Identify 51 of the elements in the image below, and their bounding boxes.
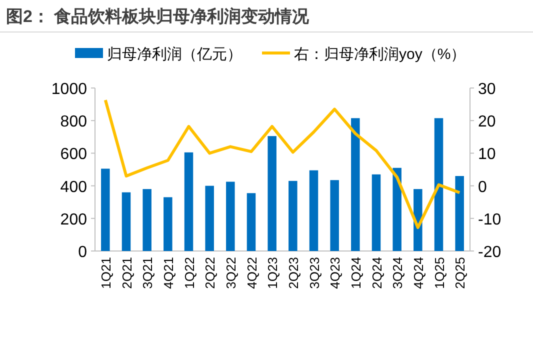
bar: [184, 152, 194, 251]
bar: [330, 180, 339, 251]
y-tick-label: 0: [78, 244, 88, 261]
y-tick-label: 800: [60, 114, 88, 131]
x-tick-label: 3Q23: [306, 257, 322, 289]
x-tick-label: 1Q22: [182, 257, 197, 289]
y2-tick-label: 20: [478, 114, 496, 131]
legend-label: 归母净利润（亿元）: [107, 46, 242, 63]
x-tick-label: 3Q24: [390, 257, 406, 289]
x-tick-label: 4Q23: [328, 257, 343, 289]
x-tick-label: 3Q22: [223, 257, 238, 289]
y-tick-label: 600: [60, 146, 88, 164]
y2-tick-label: -20: [478, 244, 502, 261]
legend-label: 右：归母净利润yoy（%）: [294, 46, 466, 63]
x-tick-label: 3Q21: [140, 257, 156, 289]
x-tick-label: 4Q22: [244, 257, 260, 289]
x-tick-label: 1Q24: [348, 257, 364, 289]
x-tick-label: 2Q24: [369, 257, 384, 289]
y2-tick-label: -10: [478, 211, 502, 228]
x-tick-label: 4Q21: [160, 257, 176, 289]
bar: [392, 168, 402, 251]
bar: [142, 189, 152, 251]
bar: [246, 193, 256, 251]
chart-title: 图2： 食品饮料板块归母净利润变动情况: [6, 7, 310, 26]
x-tick-label: 1Q21: [98, 257, 114, 289]
y-tick-label: 1000: [51, 81, 88, 98]
x-tick-label: 1Q23: [265, 257, 280, 289]
line-series: [104, 98, 462, 230]
bar: [434, 118, 444, 251]
x-tick-label: 4Q24: [410, 257, 426, 289]
y-tick-label: 400: [60, 178, 88, 196]
y2-tick-label: 30: [478, 81, 496, 98]
bar: [288, 180, 298, 251]
x-tick-label: 2Q23: [286, 257, 301, 289]
bar: [309, 170, 318, 251]
bar: [351, 118, 360, 251]
bar: [226, 182, 235, 251]
bar: [101, 168, 110, 251]
bar: [372, 174, 381, 251]
bar: [164, 197, 172, 251]
bar: [122, 192, 131, 251]
bar: [268, 136, 276, 251]
x-tick-label: 1Q25: [432, 257, 447, 289]
bar: [205, 186, 214, 251]
x-tick-label: 2Q22: [202, 257, 218, 289]
x-tick-label: 2Q25: [452, 257, 468, 289]
y2-tick-label: 0: [478, 178, 487, 196]
y2-tick-label: 10: [478, 146, 496, 164]
y-tick-label: 200: [60, 211, 88, 228]
bar: [455, 176, 464, 251]
x-tick-label: 2Q21: [119, 257, 134, 289]
